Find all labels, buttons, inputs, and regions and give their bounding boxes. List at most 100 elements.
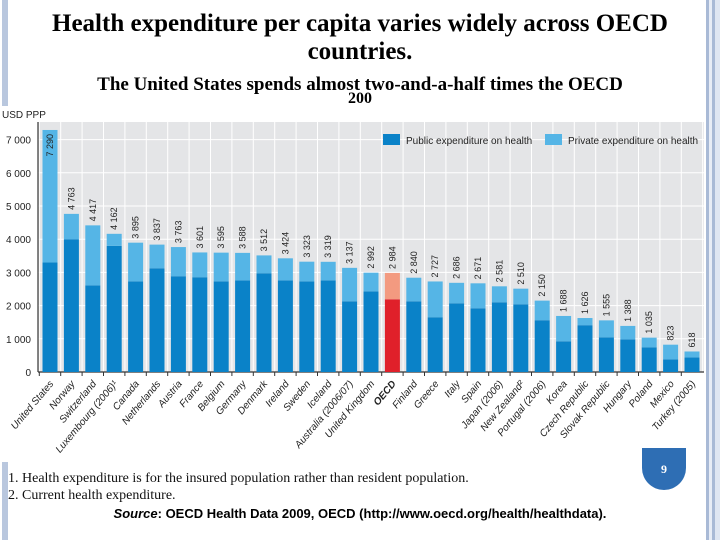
legend-swatch-public <box>383 134 400 145</box>
bar-public-27 <box>620 339 636 372</box>
bar-value-label: 1 688 <box>559 289 569 312</box>
bar-value-label: 3 595 <box>216 226 226 249</box>
bar-value-label: 2 727 <box>430 255 440 278</box>
bar-value-label: 4 763 <box>66 187 76 210</box>
bar-value-label: 1 388 <box>623 299 633 322</box>
y-axis-label: USD PPP <box>2 110 46 121</box>
bar-private-5 <box>149 244 165 269</box>
bar-value-label: 618 <box>687 332 697 347</box>
bar-public-26 <box>598 337 614 372</box>
bar-value-label: 3 837 <box>152 218 162 241</box>
y-tick-label: 4 000 <box>6 235 31 246</box>
slide-subtitle: The United States spends almost two-and-… <box>97 74 623 95</box>
bar-public-20 <box>470 308 486 372</box>
page-number-badge: 9 <box>642 448 686 490</box>
bar-private-30 <box>684 351 700 358</box>
bar-value-label: 7 290 <box>45 134 55 157</box>
bar-value-label: 3 601 <box>195 226 205 249</box>
bar-public-22 <box>513 304 529 372</box>
bar-private-2 <box>85 225 101 286</box>
bar-public-10 <box>256 273 272 372</box>
source-line: Source: OECD Health Data 2009, OECD (htt… <box>0 506 720 521</box>
y-tick-label: 3 000 <box>6 268 31 279</box>
bar-private-28 <box>641 337 657 348</box>
chart: 0 1 000 2 000 3 000 4 000 5 000 6 000 7 000 USD … <box>0 106 706 462</box>
bar-private-16 <box>384 272 400 300</box>
bar-public-15 <box>363 291 379 372</box>
bar-private-26 <box>598 320 614 338</box>
bar-public-6 <box>170 276 186 372</box>
bar-private-25 <box>577 318 593 326</box>
bar-private-21 <box>491 286 507 303</box>
bar-value-label: 3 763 <box>173 221 183 244</box>
bar-private-12 <box>299 261 315 282</box>
y-tick-label: 0 <box>25 368 31 379</box>
legend-label-public: Public expenditure on health <box>406 136 532 147</box>
bar-private-7 <box>192 252 208 278</box>
slide-subtitle-fragment: 200 <box>348 90 372 107</box>
bar-value-label: 3 512 <box>259 229 269 252</box>
bar-public-16 <box>384 299 400 372</box>
bar-private-13 <box>320 261 336 281</box>
bar-public-29 <box>663 359 679 372</box>
bar-private-9 <box>235 252 251 281</box>
bar-public-30 <box>684 357 700 372</box>
bar-value-label: 2 686 <box>452 256 462 279</box>
chart-svg: 0 1 000 2 000 3 000 4 000 5 000 6 000 7 000 USD … <box>2 110 704 455</box>
bar-value-label: 2 150 <box>537 274 547 297</box>
bar-public-19 <box>449 303 465 372</box>
slide-title: Health expenditure per capita varies wid… <box>52 10 668 65</box>
bar-private-1 <box>63 213 79 240</box>
bar-private-18 <box>427 281 443 318</box>
bar-public-9 <box>235 280 251 372</box>
bar-private-4 <box>128 242 144 282</box>
bar-value-label: 4 162 <box>109 207 119 230</box>
y-tick-label: 7 000 <box>6 136 31 147</box>
bar-private-0 <box>42 129 58 263</box>
bar-public-5 <box>149 268 165 372</box>
bar-private-22 <box>513 288 529 305</box>
bar-public-13 <box>320 280 336 372</box>
bar-value-label: 2 510 <box>516 262 526 285</box>
bar-private-19 <box>449 282 465 304</box>
bar-value-label: 3 424 <box>280 232 290 255</box>
bar-value-label: 3 323 <box>302 235 312 258</box>
bar-private-14 <box>342 267 358 302</box>
bar-value-label: 2 671 <box>473 257 483 280</box>
legend-swatch-private <box>545 134 562 145</box>
bar-public-8 <box>213 281 229 372</box>
bar-private-23 <box>534 300 550 321</box>
bar-private-27 <box>620 325 636 340</box>
bar-public-25 <box>577 325 593 372</box>
bar-public-17 <box>406 301 422 372</box>
bar-public-1 <box>63 239 79 372</box>
bar-public-3 <box>106 245 122 372</box>
bar-public-11 <box>277 280 293 372</box>
bar-private-20 <box>470 283 486 309</box>
bar-value-label: 2 992 <box>366 246 376 269</box>
bar-private-10 <box>256 255 272 274</box>
bar-private-15 <box>363 272 379 292</box>
bar-public-23 <box>534 320 550 372</box>
bar-public-18 <box>427 317 443 372</box>
slide-right-border <box>706 0 720 540</box>
bar-public-0 <box>42 262 58 372</box>
bar-public-12 <box>299 281 315 372</box>
bar-value-label: 1 626 <box>580 291 590 314</box>
y-tick-label: 2 000 <box>6 302 31 313</box>
bar-value-label: 3 319 <box>323 235 333 258</box>
bar-public-7 <box>192 277 208 372</box>
bar-public-14 <box>342 301 358 372</box>
footnotes: 1. Health expenditure is for the insured… <box>8 470 628 504</box>
bar-public-2 <box>85 285 101 372</box>
bar-public-21 <box>491 302 507 372</box>
bar-value-label: 2 581 <box>494 260 504 283</box>
bar-public-24 <box>556 341 572 372</box>
bar-public-28 <box>641 347 657 372</box>
bar-value-label: 3 137 <box>345 241 355 264</box>
bar-value-label: 4 417 <box>88 199 98 222</box>
bar-value-label: 2 840 <box>409 251 419 274</box>
source-label: Source <box>113 506 158 521</box>
bar-value-label: 2 984 <box>387 246 397 269</box>
y-tick-label: 1 000 <box>6 335 31 346</box>
